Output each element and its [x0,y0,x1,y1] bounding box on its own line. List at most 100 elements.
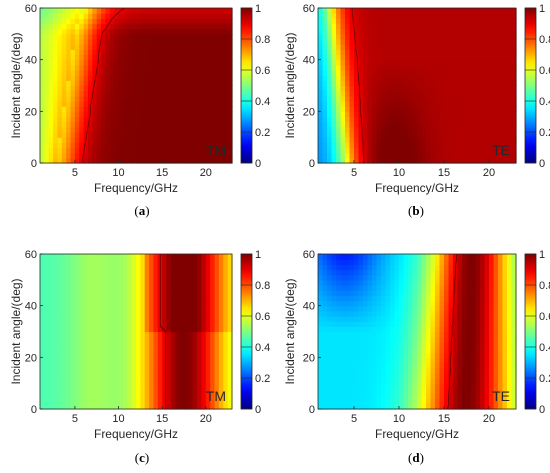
heatmap-cell [336,274,342,281]
heatmap-cell [403,44,409,50]
heatmap-cell [157,101,163,107]
contour-line [351,8,365,163]
heatmap-cell [417,157,423,164]
heatmap-cell [349,285,355,291]
heatmap-cell [345,106,351,112]
heatmap-cell [40,39,45,45]
heatmap-cell [507,126,513,133]
heatmap-cell [214,116,220,123]
heatmap-cell [136,285,141,291]
heatmap-cell [70,398,76,405]
heatmap-cell [179,264,185,271]
heatmap-cell [166,80,172,87]
heatmap-cell [109,23,115,30]
heatmap-cell [92,398,98,405]
heatmap-cell [210,152,216,159]
heatmap-cell [170,321,176,327]
heatmap-cell [345,326,351,333]
heatmap-cell [426,259,432,265]
heatmap-cell [175,388,181,395]
heatmap-cell [381,126,387,133]
heatmap-cell [318,111,324,118]
heatmap-cell [349,70,355,76]
heatmap-cell [372,295,378,302]
heatmap-cell [88,111,93,118]
heatmap-cell [53,8,59,14]
heatmap-cell [430,137,436,143]
heatmap-cell [390,259,396,265]
heatmap-cell [358,388,364,395]
heatmap-cell [489,39,495,45]
heatmap-cell [96,49,102,56]
heatmap-cell [457,157,463,164]
heatmap-cell [340,326,346,333]
heatmap-cell [327,321,333,327]
heatmap-cell [96,347,102,353]
heatmap-cell [48,331,54,338]
heatmap-cell [192,388,198,395]
heatmap-cell [412,18,418,25]
heatmap-cell [372,126,378,133]
heatmap-cell [227,331,233,338]
heatmap-cell [439,126,445,133]
heatmap-cell [444,147,450,154]
heatmap-cell [66,254,72,260]
heatmap-cell [385,388,391,395]
heatmap-cell [214,362,220,369]
heatmap-cell [318,23,324,30]
heatmap-cell [136,152,141,159]
heatmap-cell [105,393,111,400]
heatmap-cell [61,121,67,128]
heatmap-cell [184,121,189,128]
heatmap-cell [448,95,454,102]
heatmap-cell [184,111,189,118]
heatmap-cell [493,54,499,61]
heatmap-cell [61,75,67,81]
heatmap-cell [70,101,76,107]
heatmap-cell [363,398,369,405]
heatmap-cell [502,70,508,76]
heatmap-cell [109,398,115,405]
heatmap-cell [149,111,155,118]
heatmap-cell [61,372,67,379]
heatmap-cell [435,54,441,61]
heatmap-cell [210,372,216,379]
heatmap-cell [184,398,189,405]
heatmap-cell [179,90,185,97]
heatmap-cell [40,59,45,66]
heatmap-cell [372,152,378,159]
heatmap-cell [439,264,445,271]
heatmap-cell [363,95,369,102]
heatmap-cell [345,49,351,56]
heatmap-cell [144,152,150,159]
heatmap-cell [453,403,459,410]
heatmap-cell [53,259,59,265]
heatmap-cell [421,13,427,19]
heatmap-cell [363,352,369,358]
heatmap-cell [327,33,333,40]
heatmap-cell [127,388,133,395]
heatmap-cell [322,403,328,410]
heatmap-cell [376,59,382,66]
heatmap-cell [105,147,111,154]
heatmap-cell [53,398,59,405]
heatmap-cell [157,126,163,133]
heatmap-cell [457,33,463,40]
heatmap-cell [140,85,146,92]
heatmap-cell [331,85,337,92]
heatmap-cell [354,316,360,322]
heatmap-cell [381,254,387,260]
heatmap-cell [331,126,337,133]
heatmap-cell [227,321,233,327]
heatmap-cell [493,28,499,35]
heatmap-cell [408,326,414,333]
heatmap-cell [363,80,369,87]
heatmap-cell [44,378,50,384]
heatmap-cell [70,285,76,291]
heatmap-cell [345,300,351,307]
heatmap-cell [66,59,72,66]
heatmap-cell [218,101,224,107]
heatmap-cell [192,352,198,358]
heatmap-cell [197,75,203,81]
heatmap-cell [153,18,159,25]
